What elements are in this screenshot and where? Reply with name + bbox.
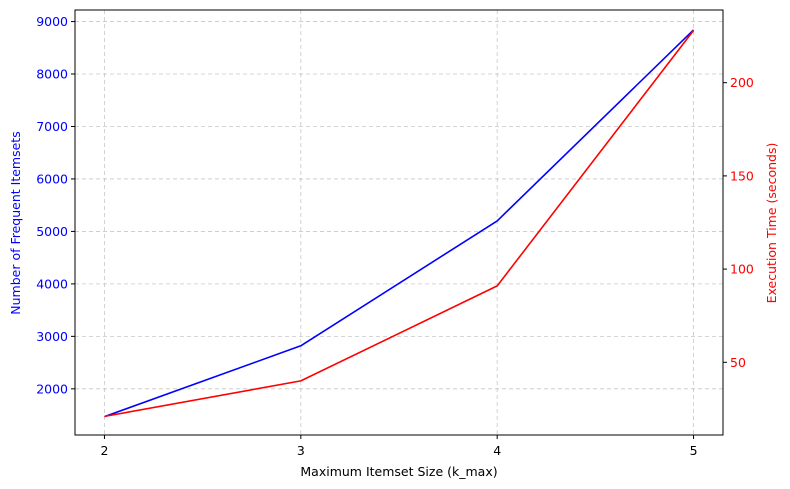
y-right-tick-label: 150 bbox=[730, 168, 754, 183]
x-axis: 2 3 4 5 bbox=[100, 435, 698, 458]
x-tick-label: 2 bbox=[100, 443, 108, 458]
y-left-tick-label: 8000 bbox=[36, 67, 68, 82]
y-left-tick-label: 5000 bbox=[36, 224, 68, 239]
x-tick-label: 5 bbox=[690, 443, 698, 458]
y-axis-right-label: Execution Time (seconds) bbox=[764, 143, 779, 304]
y-left-tick-label: 3000 bbox=[36, 329, 68, 344]
y-left-tick-label: 4000 bbox=[36, 276, 68, 291]
y-left-tick-label: 7000 bbox=[36, 119, 68, 134]
grid-lines bbox=[75, 10, 723, 435]
y-axis-right: 50 100 150 200 bbox=[723, 75, 754, 370]
y-right-tick-label: 100 bbox=[730, 262, 754, 277]
y-left-tick-label: 6000 bbox=[36, 171, 68, 186]
series-lines bbox=[104, 29, 695, 418]
y-left-tick-label: 9000 bbox=[36, 14, 68, 29]
frequent-itemsets-line bbox=[104, 29, 695, 418]
y-axis-left-label: Number of Frequent Itemsets bbox=[8, 131, 23, 314]
y-right-tick-label: 200 bbox=[730, 75, 754, 90]
y-axis-left: 2000 3000 4000 5000 6000 7000 8000 9000 bbox=[36, 14, 75, 396]
plot-frame bbox=[74, 9, 724, 436]
x-tick-label: 3 bbox=[297, 443, 305, 458]
y-left-tick-label: 2000 bbox=[36, 381, 68, 396]
execution-time-line bbox=[104, 30, 695, 418]
x-tick-label: 4 bbox=[493, 443, 501, 458]
x-axis-label: Maximum Itemset Size (k_max) bbox=[300, 464, 497, 479]
y-right-tick-label: 50 bbox=[730, 355, 746, 370]
